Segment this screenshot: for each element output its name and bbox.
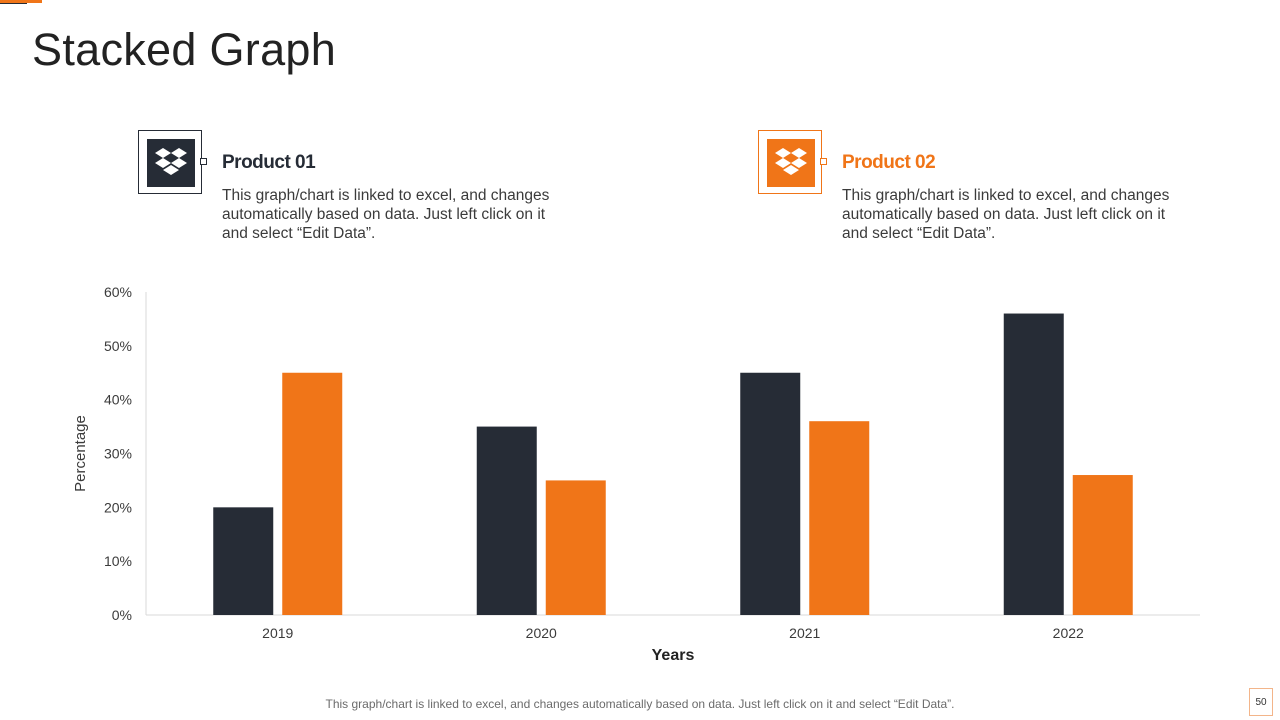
y-tick-label: 10%	[104, 553, 132, 569]
product-02-icon-frame	[758, 130, 822, 194]
y-axis-label: Percentage	[72, 415, 89, 492]
y-tick-label: 30%	[104, 446, 132, 462]
product-01-icon-frame	[138, 130, 202, 194]
x-tick-label: 2021	[789, 625, 820, 641]
product-02-connector	[820, 158, 827, 165]
bar-product-01-2020	[476, 426, 537, 615]
bar-product-02-2021	[809, 421, 870, 615]
dropbox-icon	[767, 139, 815, 187]
product-02-description: This graph/chart is linked to excel, and…	[842, 187, 1170, 242]
bar-product-02-2022	[1072, 475, 1133, 615]
y-tick-label: 20%	[104, 499, 132, 515]
bar-product-01-2019	[213, 507, 274, 615]
page-number-badge: 50	[1249, 688, 1273, 716]
y-tick-label: 40%	[104, 392, 132, 408]
y-tick-label: 60%	[104, 284, 132, 300]
bar-product-02-2019	[282, 372, 343, 615]
slide-title: Stacked Graph	[32, 24, 337, 75]
product-02-title: Product 02	[842, 152, 936, 173]
product-01-block: Product 01 This graph/chart is linked to…	[138, 130, 558, 250]
bar-chart: 0% 10% 20% 30% 40% 50% 60% 2019 2020 2021 2022 Year…	[60, 280, 1220, 670]
dropbox-icon	[147, 139, 195, 187]
footer-note: This graph/chart is linked to excel, and…	[325, 697, 955, 711]
y-tick-label: 50%	[104, 338, 132, 354]
product-02-block: Product 02 This graph/chart is linked to…	[758, 130, 1178, 250]
x-tick-label: 2019	[262, 625, 293, 641]
bar-product-01-2022	[1003, 313, 1064, 615]
top-accent-line	[0, 3, 27, 4]
y-tick-label: 0%	[112, 607, 132, 623]
x-tick-label: 2022	[1053, 625, 1084, 641]
x-tick-label: 2020	[526, 625, 557, 641]
product-01-connector	[200, 158, 207, 165]
bar-chart-svg: 0% 10% 20% 30% 40% 50% 60% 2019 2020 2021 2022 Year…	[72, 284, 1200, 664]
x-axis-label: Years	[652, 647, 695, 664]
bar-product-01-2021	[740, 372, 801, 615]
product-01-description: This graph/chart is linked to excel, and…	[222, 187, 550, 242]
product-01-title: Product 01	[222, 152, 316, 173]
top-accent-bar	[0, 0, 42, 3]
bar-product-02-2020	[545, 480, 606, 615]
